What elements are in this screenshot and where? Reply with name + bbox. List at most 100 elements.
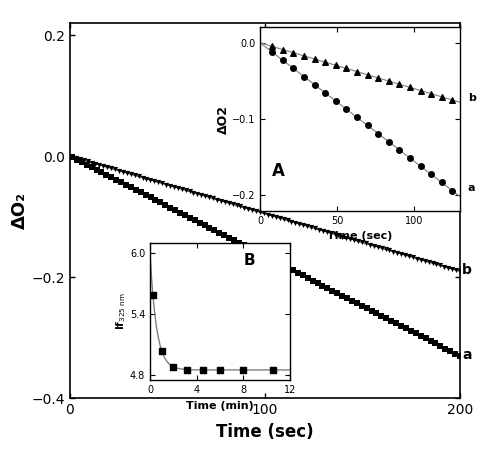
Point bbox=[68, 153, 76, 160]
Point bbox=[260, 252, 268, 259]
Point bbox=[220, 232, 228, 239]
Point bbox=[311, 225, 319, 232]
Text: B: B bbox=[244, 253, 255, 268]
Point bbox=[409, 254, 417, 261]
Point bbox=[250, 247, 258, 254]
Point bbox=[279, 57, 287, 64]
Point bbox=[405, 252, 413, 260]
Point bbox=[442, 345, 450, 352]
Point bbox=[127, 184, 135, 191]
Point bbox=[198, 366, 206, 374]
Point bbox=[401, 251, 409, 259]
Point bbox=[146, 194, 154, 201]
Point bbox=[300, 73, 308, 80]
Point bbox=[236, 203, 244, 210]
Point bbox=[84, 158, 92, 165]
Point bbox=[196, 219, 203, 226]
Point bbox=[330, 230, 338, 238]
Point bbox=[162, 202, 170, 209]
Point bbox=[92, 166, 100, 174]
X-axis label: Time (min): Time (min) bbox=[186, 401, 254, 410]
Point bbox=[200, 222, 208, 229]
Point bbox=[268, 212, 276, 219]
Point bbox=[396, 81, 404, 88]
Point bbox=[406, 84, 414, 91]
Point bbox=[289, 267, 297, 274]
Point bbox=[284, 264, 292, 272]
Point bbox=[170, 363, 177, 371]
Point bbox=[294, 269, 302, 277]
Point bbox=[174, 184, 182, 191]
Point bbox=[420, 257, 428, 265]
Point bbox=[374, 130, 382, 137]
Point bbox=[326, 229, 334, 237]
Point bbox=[264, 254, 272, 262]
Point bbox=[416, 332, 424, 339]
Point bbox=[358, 302, 366, 309]
Point bbox=[428, 260, 436, 267]
Point bbox=[230, 237, 238, 244]
Point bbox=[210, 227, 218, 234]
Point bbox=[413, 255, 421, 262]
Point bbox=[268, 43, 276, 50]
Point bbox=[348, 297, 356, 304]
Point bbox=[216, 366, 224, 374]
Point bbox=[217, 197, 225, 204]
Point bbox=[264, 211, 272, 218]
Point bbox=[292, 219, 300, 226]
Text: A: A bbox=[272, 162, 285, 180]
Point bbox=[166, 204, 174, 211]
Point bbox=[314, 279, 322, 287]
Point bbox=[451, 350, 459, 357]
Point bbox=[98, 169, 106, 176]
Point bbox=[115, 167, 123, 174]
Point bbox=[154, 179, 162, 186]
Point bbox=[390, 248, 398, 255]
Point bbox=[107, 174, 115, 181]
Point bbox=[184, 366, 192, 373]
Point bbox=[422, 335, 430, 342]
Point bbox=[397, 322, 405, 329]
Point bbox=[178, 185, 186, 193]
Point bbox=[354, 238, 362, 245]
Point bbox=[221, 198, 229, 206]
Point bbox=[134, 173, 142, 180]
Point bbox=[186, 188, 194, 195]
Point bbox=[385, 77, 393, 85]
Point bbox=[364, 71, 372, 78]
Point bbox=[412, 330, 420, 337]
Point bbox=[240, 242, 248, 249]
Point bbox=[228, 201, 236, 208]
Point bbox=[374, 74, 382, 82]
Point bbox=[438, 179, 446, 186]
Point bbox=[382, 315, 390, 322]
Point bbox=[308, 277, 316, 284]
Point bbox=[252, 207, 260, 215]
Point bbox=[436, 342, 444, 349]
Point bbox=[402, 325, 410, 332]
Point bbox=[427, 171, 435, 178]
Point bbox=[392, 320, 400, 327]
Point bbox=[138, 174, 146, 181]
Point bbox=[235, 239, 243, 246]
Point bbox=[448, 96, 456, 104]
Point bbox=[149, 292, 157, 299]
Text: a: a bbox=[468, 183, 475, 193]
Point bbox=[343, 294, 351, 302]
Point bbox=[272, 213, 280, 221]
Point bbox=[328, 287, 336, 294]
Point bbox=[112, 176, 120, 184]
Point bbox=[156, 199, 164, 206]
Point bbox=[270, 257, 278, 264]
Point bbox=[321, 59, 329, 66]
X-axis label: Time (sec): Time (sec) bbox=[216, 423, 314, 441]
Point bbox=[299, 272, 307, 279]
Point bbox=[448, 187, 456, 194]
Point bbox=[366, 241, 374, 248]
Point bbox=[338, 292, 346, 299]
Point bbox=[296, 220, 304, 228]
Point bbox=[96, 161, 104, 169]
Point bbox=[444, 264, 452, 272]
Point bbox=[333, 289, 341, 297]
Point bbox=[142, 191, 150, 199]
